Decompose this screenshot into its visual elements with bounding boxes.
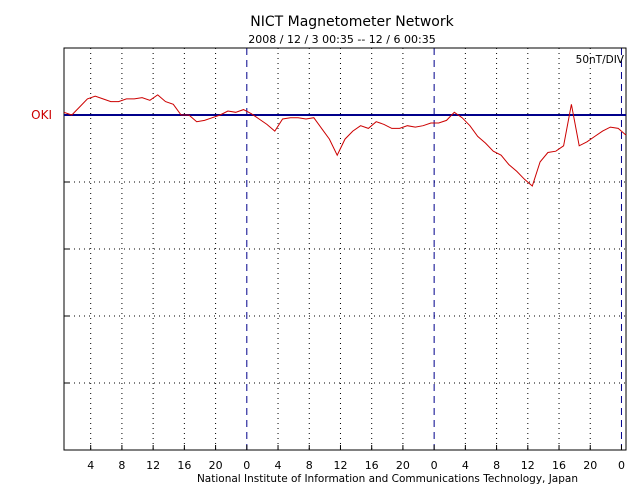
x-tick-label: 4 xyxy=(87,459,94,472)
plot-frame xyxy=(63,47,627,451)
chart-title: NICT Magnetometer Network xyxy=(250,14,454,30)
x-tick-label: 8 xyxy=(493,459,500,472)
station-label-oki: OKI xyxy=(31,108,52,122)
x-tick-label: 0 xyxy=(243,459,250,472)
x-tick-label: 20 xyxy=(583,459,597,472)
x-tick-label: 16 xyxy=(365,459,379,472)
credit-text: National Institute of Information and Co… xyxy=(197,473,578,485)
x-tick-label: 4 xyxy=(275,459,282,472)
chart-subtitle: 2008 / 12 / 3 00:35 -- 12 / 6 00:35 xyxy=(248,33,435,46)
x-tick-label: 12 xyxy=(333,459,347,472)
x-tick-label: 20 xyxy=(209,459,223,472)
x-tick-label: 16 xyxy=(552,459,566,472)
x-tick-label: 12 xyxy=(521,459,535,472)
x-tick-label: 20 xyxy=(396,459,410,472)
oki-series-line xyxy=(63,94,627,187)
x-tick-label: 8 xyxy=(306,459,313,472)
x-tick-label: 16 xyxy=(177,459,191,472)
x-tick-label: 0 xyxy=(431,459,438,472)
x-tick-label: 8 xyxy=(118,459,125,472)
x-tick-labels: 4 8 12 16 20 0 4 8 12 16 20 0 4 8 12 16 20 0 xyxy=(87,445,625,472)
x-tick-label: 12 xyxy=(146,459,160,472)
x-tick-label: 4 xyxy=(462,459,469,472)
x-tick-label: 0 xyxy=(618,459,625,472)
grid-lines xyxy=(64,48,626,450)
scale-label: 50nT/DIV xyxy=(576,54,625,66)
